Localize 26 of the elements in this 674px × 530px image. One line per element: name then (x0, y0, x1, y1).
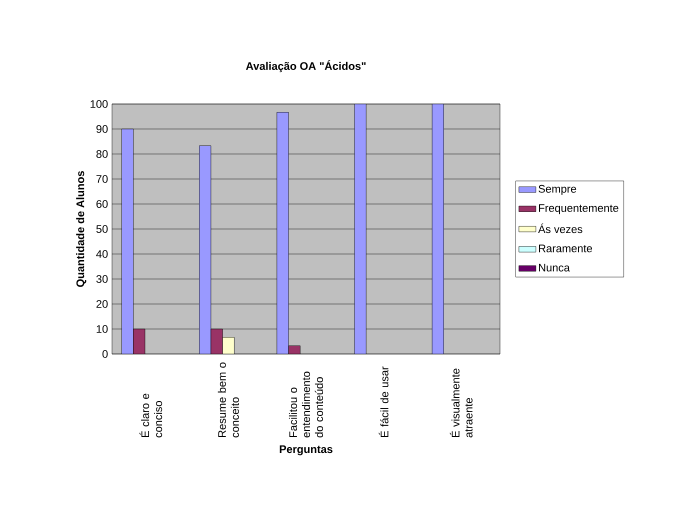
y-tick-label: 40 (96, 250, 108, 258)
chart-title: Avaliação OA "Ácidos" (246, 60, 366, 72)
y-tick-label: 20 (96, 300, 108, 308)
bar (133, 328, 146, 354)
x-tick-label: Resume bem o conceito (218, 362, 239, 438)
x-tick-label: É fácil de usar (378, 366, 388, 437)
x-axis-title: Perguntas (280, 445, 332, 456)
y-tick-label: 30 (96, 275, 108, 283)
legend-label: Sempre (538, 184, 576, 195)
x-tick-label: É visualmente atraente (450, 368, 473, 438)
y-tick-label: 50 (96, 225, 108, 233)
y-tick-label: 100 (90, 100, 108, 108)
legend-label: Ás vezes (538, 223, 582, 234)
y-tick-label: 80 (96, 150, 108, 158)
y-tick-label: 10 (96, 325, 108, 333)
x-tick-label: É claro e conciso (139, 394, 162, 438)
y-tick-label: 60 (96, 200, 108, 208)
y-tick-label: 0 (102, 350, 108, 358)
bar (210, 328, 223, 354)
y-tick-label: 90 (96, 125, 108, 133)
legend-label: Nunca (539, 264, 570, 272)
y-axis-title: Quantidade de Alunos (76, 171, 86, 287)
y-tick-label: 70 (96, 175, 108, 183)
legend-label: Raramente (539, 244, 592, 252)
x-tick-label: Facilitou o entendimento do conteúdo (288, 372, 324, 438)
legend-label: Frequentemente (539, 204, 618, 214)
